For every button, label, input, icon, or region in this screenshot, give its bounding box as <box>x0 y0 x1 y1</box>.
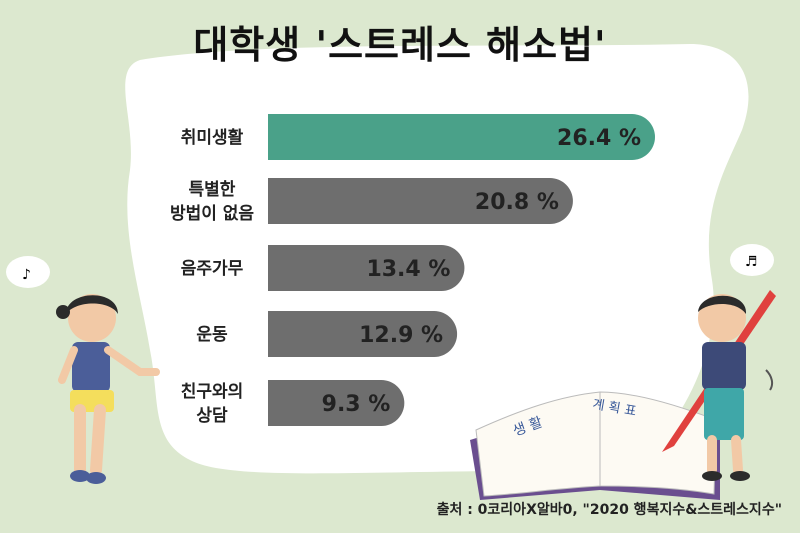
page-title: 대학생 '스트레스 해소법' <box>193 23 607 67</box>
notebook-illustration-icon: 생 활 계 획 표 <box>470 391 720 500</box>
bar-1 <box>268 178 573 224</box>
music-bubble-left-icon: ♪ <box>6 256 50 288</box>
category-label-3: 운동 <box>196 325 228 345</box>
bar-value-label-4: 9.3 % <box>322 392 391 417</box>
bar-2 <box>268 245 465 291</box>
svg-text:♪: ♪ <box>22 267 31 283</box>
category-label-2: 음주가무 <box>181 259 244 279</box>
girl-illustration-icon <box>56 294 160 484</box>
bar-value-label-2: 13.4 % <box>366 257 450 282</box>
bar-3 <box>268 311 458 357</box>
bar-value-label-0: 26.4 % <box>557 126 641 151</box>
category-label-1: 특별한 방법이 없음 <box>170 180 254 224</box>
bar-4 <box>268 380 405 426</box>
music-bubble-right-icon: ♬ <box>730 244 774 276</box>
bar-value-label-1: 20.8 % <box>475 190 559 215</box>
bar-value-label-3: 12.9 % <box>359 323 443 348</box>
boy-illustration-icon <box>662 290 776 481</box>
source-note: 출처 : 0코리아X알바0, "2020 행복지수&스트레스지수" <box>436 502 782 518</box>
category-label-0: 취미생활 <box>181 127 244 148</box>
svg-text:♬: ♬ <box>745 254 758 270</box>
bar-0 <box>268 114 655 160</box>
category-label-4: 친구와의 상담 <box>181 382 244 426</box>
